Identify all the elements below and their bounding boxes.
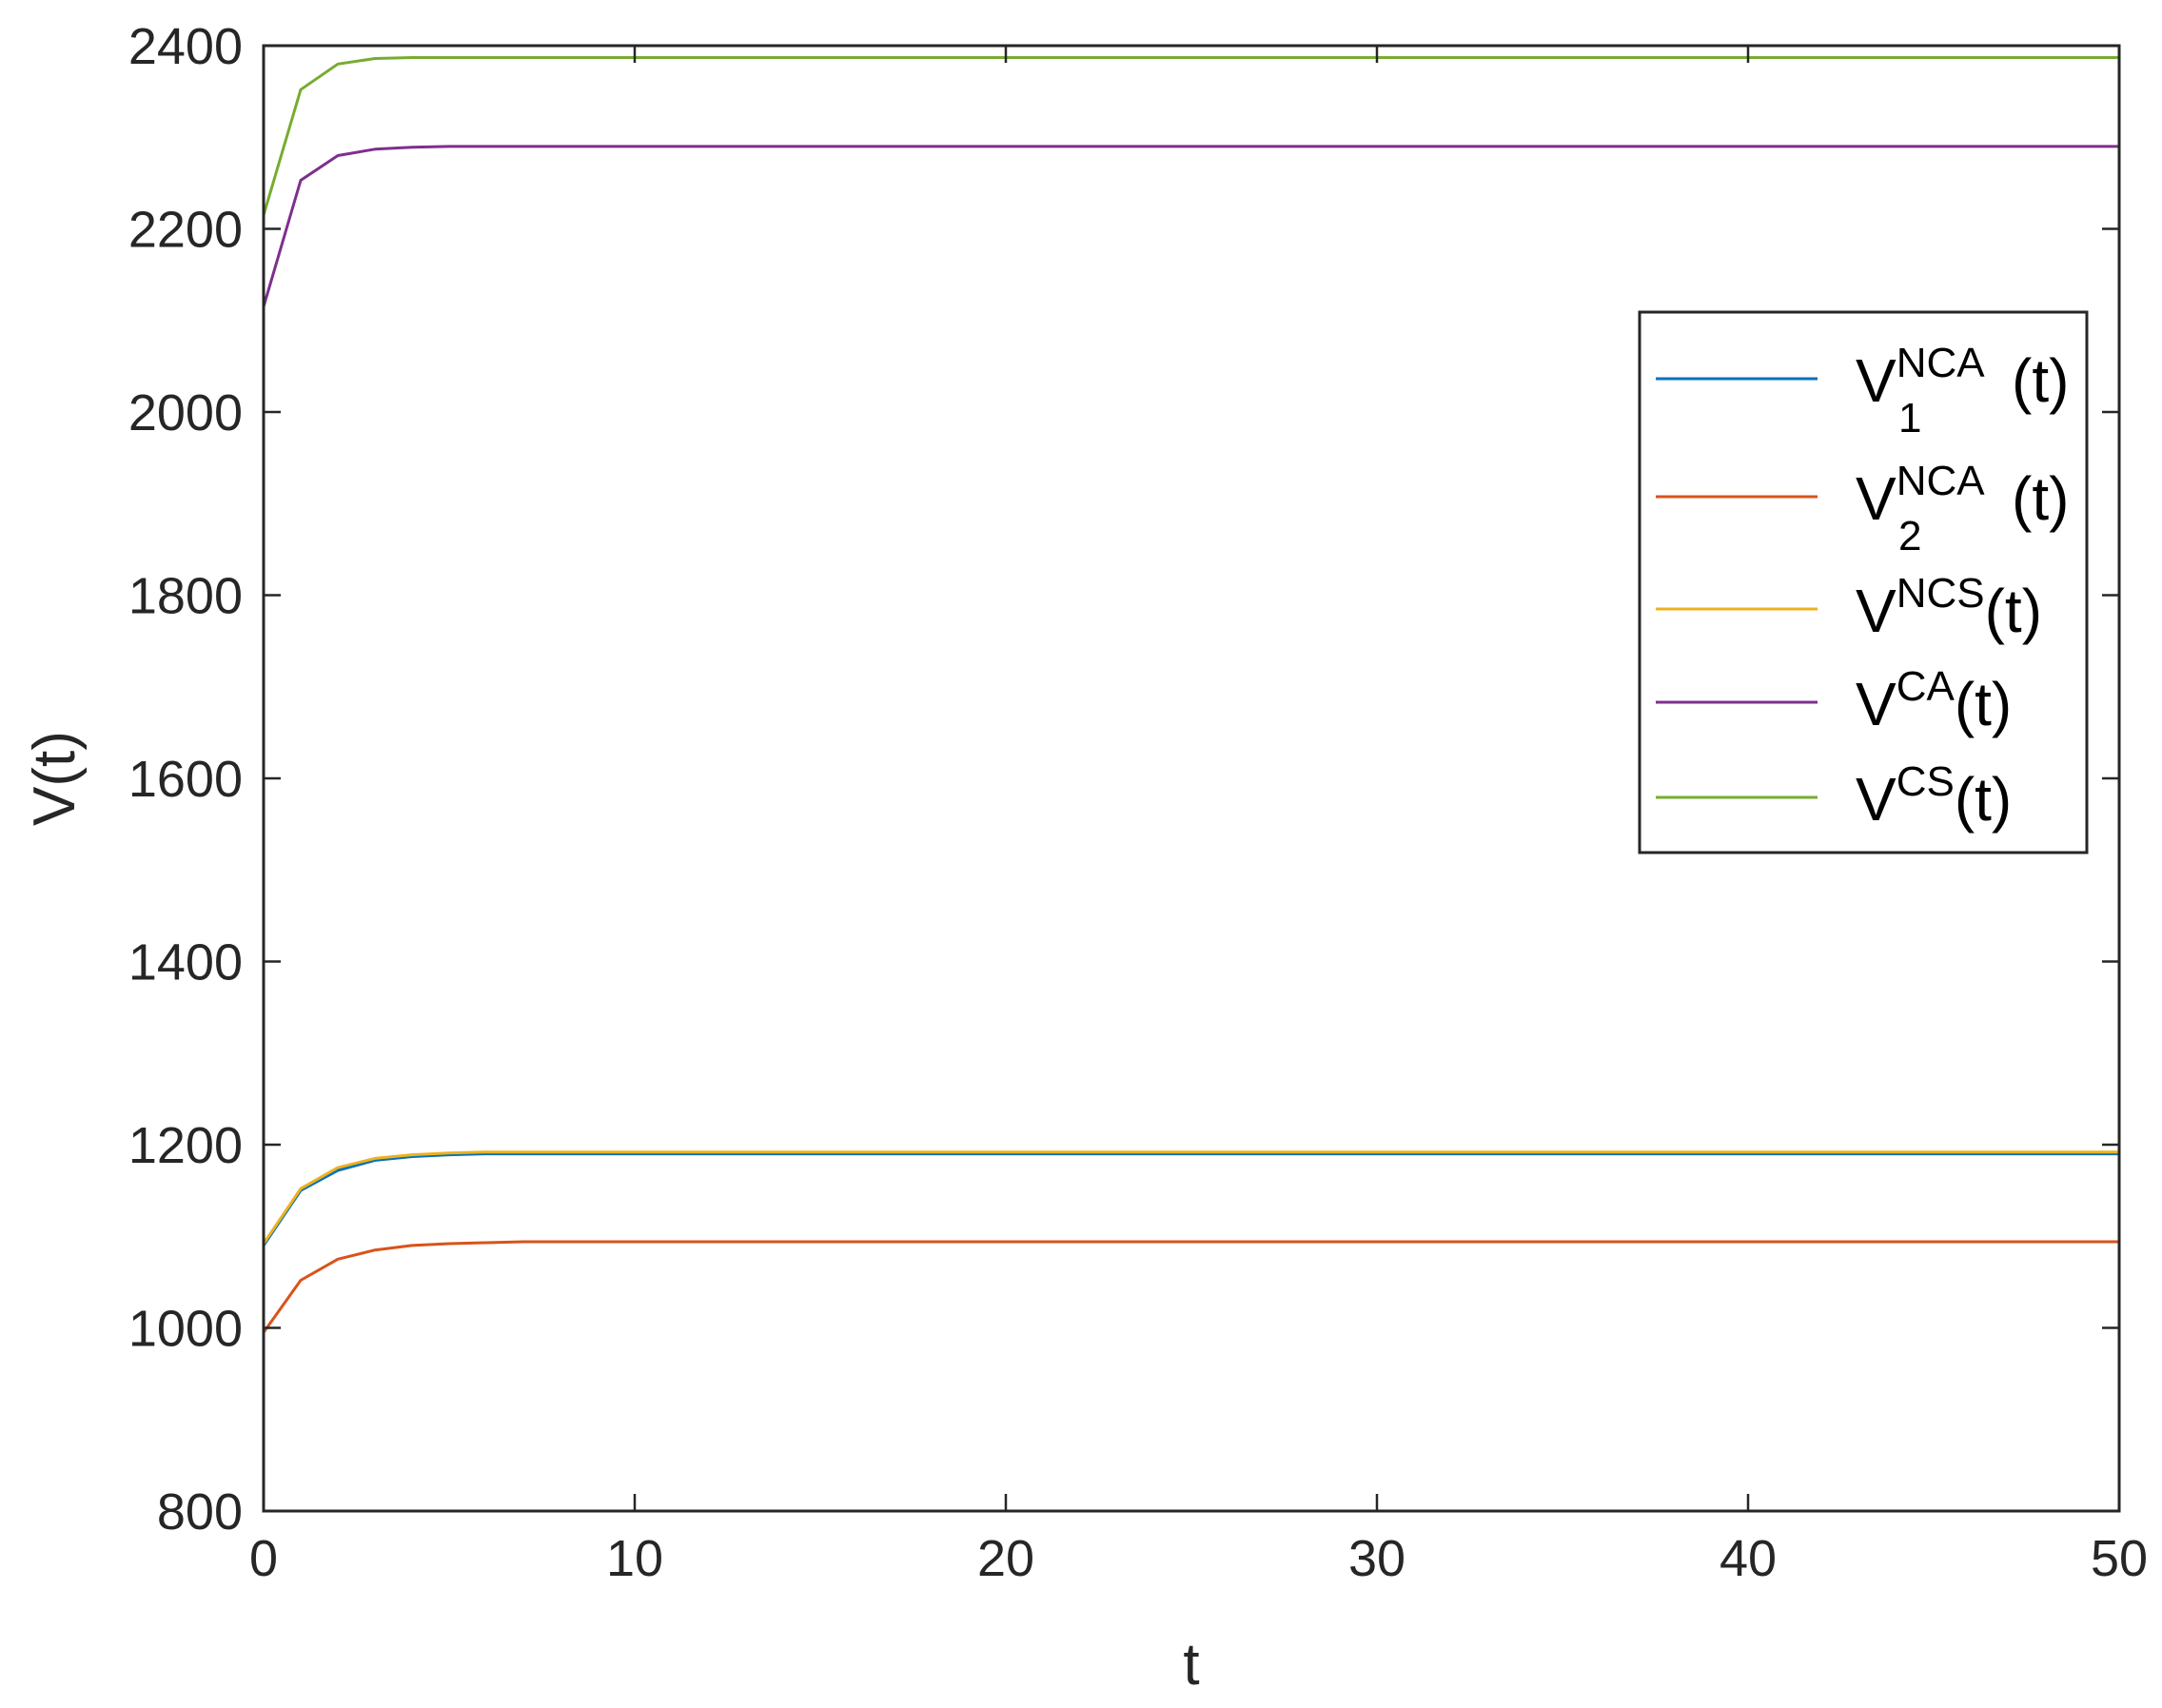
series-line-5 [262, 56, 2119, 216]
series-line-1 [262, 1152, 2119, 1247]
y-tick-label: 2000 [128, 384, 243, 442]
legend-label-5: VCS(t) [1856, 758, 2012, 834]
x-tick-label: 50 [2091, 1530, 2148, 1587]
series-layer [262, 56, 2119, 1334]
x-tick-label: 10 [606, 1530, 663, 1587]
x-tick-label: 30 [1348, 1530, 1405, 1587]
y-tick-label: 2200 [128, 202, 243, 259]
series-line-4 [262, 145, 2119, 307]
y-axis-title: V(t) [22, 731, 88, 826]
legend-box [1638, 310, 2089, 854]
y-tick-label: 800 [157, 1483, 243, 1541]
x-tick-label: 40 [1720, 1530, 1777, 1587]
y-tick-label: 2400 [128, 18, 243, 75]
y-tick-label: 1000 [128, 1301, 243, 1358]
x-tick-label: 0 [249, 1530, 278, 1587]
legend-label-1: VNCA 1(t) [1856, 340, 2069, 442]
y-tick-label: 1800 [128, 568, 243, 625]
y-tick-label: 1600 [128, 751, 243, 808]
ticks-layer: 0 10 20 30 40 50 800 1000 1200 1400 1600 1800 2000 22… [128, 18, 2148, 1587]
legend: VNCA 1(t) VNCA 2(t) VNCS(t) VCA(t) VCS(t) [1638, 310, 2089, 854]
x-axis-title: t [1183, 1632, 1199, 1698]
legend-label-2: VNCA 2(t) [1856, 458, 2069, 560]
legend-label-4: VCA(t) [1856, 663, 2012, 738]
legend-label-3: VNCS(t) [1856, 570, 2042, 645]
series-line-3 [262, 1150, 2119, 1245]
y-tick-label: 1200 [128, 1117, 243, 1174]
y-tick-label: 1400 [128, 934, 243, 991]
series-line-2 [262, 1240, 2119, 1334]
x-tick-label: 20 [977, 1530, 1034, 1587]
